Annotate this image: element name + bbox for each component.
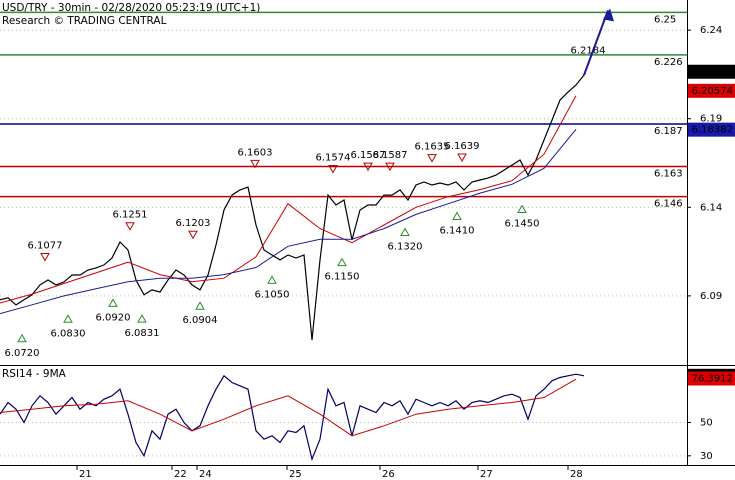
x-tick-label: 27 [480, 469, 493, 480]
swing-low-label: 6.1320 [388, 241, 423, 252]
y-tick-label: 50 [700, 418, 713, 429]
swing-low-label: 6.1150 [325, 272, 360, 283]
swing-high-marker [125, 222, 135, 231]
swing-high-marker [250, 159, 260, 169]
price-tag-label: 6.20574 [692, 86, 733, 97]
chart-title: USD/TRY - 30min - 02/28/2020 05:23:19 (U… [2, 2, 260, 14]
price-tag-label: 6.21651 [692, 67, 733, 78]
swing-high-marker [363, 162, 373, 172]
swing-low-marker [63, 314, 73, 323]
x-tick-label: 25 [289, 469, 302, 480]
x-tick-label: 26 [382, 469, 395, 480]
series-line [0, 378, 577, 437]
swing-high-label: 6.1077 [28, 241, 63, 252]
level-label: 6.187 [654, 126, 683, 137]
swing-high-label: 6.1587 [351, 150, 386, 161]
swing-low-label: 6.1050 [255, 289, 290, 300]
swing-high-marker [457, 153, 467, 162]
series-line [0, 95, 577, 304]
price-tag [688, 64, 735, 79]
swing-high-label: 6.1639 [445, 141, 480, 152]
swing-low-marker [17, 333, 27, 343]
level-label: 6.25 [654, 14, 676, 25]
swing-high-label: 6.1587 [373, 150, 408, 161]
swing-low-label: 6.0831 [125, 328, 160, 339]
swing-low-label: 6.1450 [505, 218, 540, 229]
level-label: 6.163 [654, 169, 683, 180]
y-tick-label: 6.19 [700, 114, 722, 125]
swing-high-label: 6.1603 [238, 147, 273, 158]
level-label: 6.146 [654, 199, 683, 210]
panel-title: RSI14 - 9MA [2, 368, 67, 380]
swing-high-label: 6.1635 [415, 142, 450, 153]
target-label: 6.2184 [571, 45, 606, 56]
price-tag [688, 122, 735, 137]
swing-low-label: 6.0720 [5, 348, 40, 359]
swing-high-label: 6.1203 [176, 218, 211, 229]
series-line [0, 373, 585, 462]
y-tick-label: 6.14 [700, 202, 722, 213]
y-tick-label: 6.24 [700, 25, 722, 36]
chart-subtitle: Research © TRADING CENTRAL [2, 15, 167, 27]
y-tick-label: 30 [700, 451, 713, 462]
series-line [0, 128, 577, 315]
target-arrowhead [603, 8, 614, 22]
swing-high-label: 6.1251 [113, 210, 148, 221]
swing-low-marker [337, 257, 347, 267]
swing-high-marker [188, 230, 198, 240]
swing-low-marker [267, 275, 277, 284]
x-tick-label: 24 [199, 469, 212, 480]
swing-high-marker [427, 154, 437, 163]
swing-high-marker [328, 164, 338, 174]
swing-low-label: 6.0830 [51, 328, 86, 339]
x-tick-label: 22 [174, 469, 187, 480]
swing-low-label: 6.1410 [440, 226, 475, 237]
price-tag [688, 371, 735, 386]
swing-low-label: 6.0904 [183, 315, 218, 326]
series-line [0, 74, 585, 341]
swing-low-label: 6.0920 [96, 312, 131, 323]
swing-low-marker [137, 314, 147, 323]
y-tick-label: 6.09 [700, 291, 722, 302]
swing-high-label: 6.1574 [316, 152, 351, 163]
level-label: 6.226 [654, 57, 683, 68]
swing-low-marker [108, 298, 118, 307]
x-tick-label: 28 [570, 469, 583, 480]
x-tick-label: 21 [79, 469, 92, 480]
price-tag-label: 6.18382 [692, 125, 733, 136]
swing-low-marker [195, 301, 205, 310]
price-tag-label: 76.3912 [692, 374, 733, 385]
swing-low-marker [400, 227, 410, 236]
price-tag [688, 83, 735, 98]
swing-low-marker [452, 211, 462, 221]
swing-high-marker [40, 253, 50, 262]
swing-high-marker [385, 162, 395, 172]
swing-low-marker [517, 204, 527, 213]
target-arrow [583, 10, 609, 76]
